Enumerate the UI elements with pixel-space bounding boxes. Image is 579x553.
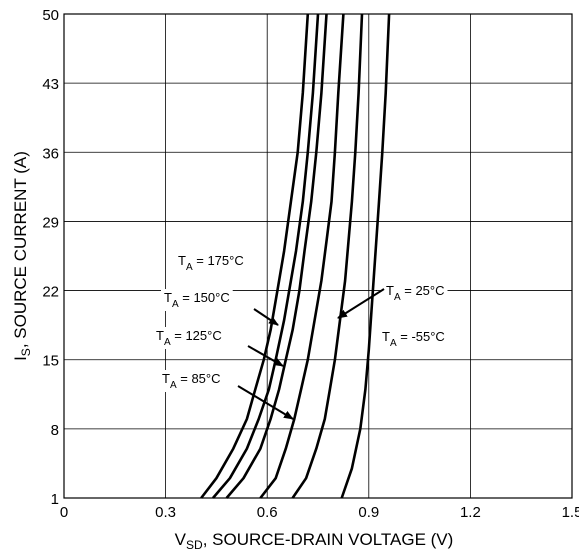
series-annotation: TA = 150°C [161, 289, 279, 326]
y-tick-label: 15 [42, 353, 59, 370]
y-tick-label: 29 [42, 214, 59, 231]
series-annotation: TA = -55°C [382, 329, 445, 349]
y-tick-label: 50 [42, 7, 59, 24]
label-background [383, 282, 448, 304]
annotation-arrow [253, 308, 279, 326]
series-line [212, 13, 320, 499]
x-tick-label: 1.5 [562, 504, 579, 521]
series-annotation: TA = 125°C [153, 327, 284, 367]
grid [64, 14, 572, 498]
plot-frame [63, 13, 573, 499]
x-tick-label: 0.3 [155, 504, 176, 521]
annotation-arrow [247, 345, 284, 367]
y-tick-label: 43 [42, 76, 59, 93]
series-label: TA = 175°C [178, 253, 244, 273]
series-lines [200, 13, 391, 499]
y-tick-labels: 1 8 15 22 29 36 43 50 [42, 7, 59, 508]
y-axis-title: IS, SOURCE CURRENT (A) [11, 151, 33, 361]
series-annotations: TA = 175°C TA = 150°C TA = 125°C TA = 85°C T… [153, 252, 448, 420]
series-line [200, 13, 310, 499]
series-annotation: TA = 25°C [337, 282, 448, 319]
series-line [225, 13, 328, 499]
x-axis-title: VSD, SOURCE-DRAIN VOLTAGE (V) [175, 530, 454, 552]
series-line [291, 13, 364, 499]
series-label: TA = 25°C [386, 283, 445, 303]
label-background [153, 327, 225, 349]
y-tick-label: 8 [51, 422, 59, 439]
x-tick-label: 1.2 [460, 504, 481, 521]
series-label: TA = 85°C [162, 371, 221, 391]
series-line [259, 13, 345, 499]
label-background [161, 289, 233, 311]
series-annotation: TA = 85°C [159, 370, 294, 420]
label-background [175, 252, 247, 274]
x-tick-label: 0.9 [358, 504, 379, 521]
series-label: TA = -55°C [382, 329, 445, 349]
x-tick-label: 0 [60, 504, 68, 521]
series-label: TA = 150°C [164, 290, 230, 310]
series-annotation: TA = 175°C [175, 252, 247, 274]
x-tick-label: 0.6 [257, 504, 278, 521]
annotation-arrow [237, 385, 294, 420]
label-background [159, 370, 224, 392]
annotation-arrow [337, 288, 385, 319]
series-label: TA = 125°C [156, 328, 222, 348]
x-tick-labels: 0 0.3 0.6 0.9 1.2 1.5 [60, 504, 579, 521]
y-tick-label: 1 [51, 491, 59, 508]
y-tick-label: 36 [42, 145, 59, 162]
y-tick-label: 22 [42, 284, 59, 301]
series-line [340, 13, 391, 499]
